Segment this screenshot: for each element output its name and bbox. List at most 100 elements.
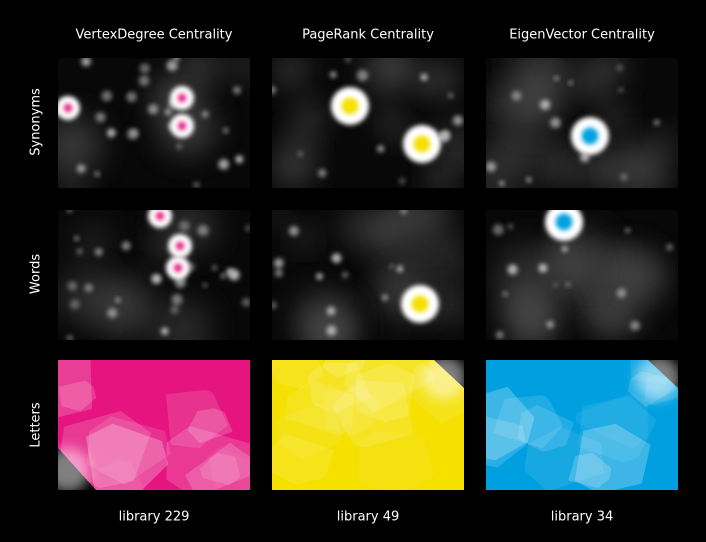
node-spot (147, 104, 159, 115)
haze (272, 146, 314, 188)
node-spot (160, 327, 169, 335)
node-spot (630, 320, 640, 331)
node-spot (69, 299, 80, 310)
node-spot (565, 282, 571, 287)
node-spot (618, 87, 624, 93)
node-spot (245, 225, 250, 232)
node-spot (526, 177, 532, 183)
node-spot (389, 264, 394, 269)
voronoi-cell (207, 446, 250, 490)
node-spot (616, 64, 624, 72)
voronoi-cell (166, 426, 250, 490)
node-spot (67, 210, 73, 213)
haze (230, 58, 250, 85)
edge-glow (636, 360, 678, 400)
row-label: Words (29, 254, 44, 294)
node-spot (316, 273, 323, 280)
node-spot (274, 268, 284, 278)
node-spot (341, 271, 349, 279)
voronoi-cell (71, 458, 146, 490)
row-label: Synonyms (29, 88, 44, 156)
haze (176, 58, 224, 90)
node-spot (616, 288, 627, 298)
node-spot (201, 110, 209, 118)
voronoi-cell (323, 386, 379, 436)
node-spot (288, 225, 299, 236)
node-spot (507, 264, 518, 275)
node-spot (138, 75, 150, 86)
hot-spot (411, 295, 429, 313)
voronoi-cell (187, 408, 233, 444)
voronoi-cell (524, 426, 604, 490)
haze (507, 75, 562, 131)
voronoi-cell (272, 433, 335, 486)
hot-spot (413, 135, 431, 153)
haze (400, 250, 425, 275)
node-spot (492, 224, 504, 236)
node-spot (620, 173, 628, 181)
haze (503, 58, 526, 77)
heatmap-panel (272, 58, 464, 188)
haze (281, 61, 302, 82)
node-spot (654, 119, 660, 126)
hot-spot (173, 263, 183, 273)
node-spot (330, 71, 337, 78)
node-spot (502, 291, 508, 297)
edge-glow (422, 360, 464, 400)
voronoi-cell (574, 423, 651, 490)
haze (58, 115, 103, 176)
node-spot (553, 282, 558, 288)
node-spot (326, 325, 337, 336)
column-title: VertexDegree Centrality (76, 28, 233, 43)
node-spot (223, 127, 229, 134)
voronoi-cell (87, 416, 171, 485)
haze (388, 210, 450, 245)
heatmap-panel (486, 210, 678, 340)
haze (582, 149, 625, 188)
node-spot (539, 99, 551, 110)
voronoi-cell (575, 392, 648, 449)
node-spot (235, 155, 244, 164)
voronoi-cell (355, 363, 416, 423)
node-spot (331, 253, 342, 264)
haze (58, 173, 87, 188)
node-spot (173, 58, 180, 62)
node-spot (568, 80, 573, 85)
hot-spot (555, 213, 573, 231)
node-spot (440, 130, 450, 140)
haze (292, 100, 326, 135)
heatmap-panel (486, 58, 678, 188)
haze (452, 145, 464, 167)
edge-glow (58, 448, 90, 490)
voronoi-cell (185, 442, 250, 490)
panel-bg (58, 360, 250, 490)
node-spot (344, 58, 352, 63)
voronoi-cell (517, 404, 574, 453)
node-spot (561, 245, 568, 253)
node-spot (211, 264, 218, 271)
voronoi-cell (85, 423, 169, 490)
node-spot (550, 117, 561, 129)
node-spot (396, 265, 404, 273)
haze (292, 288, 354, 340)
voronoi-cell (165, 389, 228, 449)
node-spot (101, 90, 113, 102)
node-spot (66, 335, 74, 340)
node-spot (356, 69, 369, 82)
node-spot (94, 248, 103, 256)
node-spot (81, 58, 91, 67)
node-spot (507, 223, 514, 230)
node-spot (220, 273, 226, 279)
node-spot (297, 151, 304, 157)
node-spot (151, 273, 162, 284)
node-spot (546, 320, 555, 329)
node-spot (398, 177, 406, 185)
hot-spot (63, 103, 73, 113)
haze (495, 241, 558, 304)
node-spot (84, 283, 94, 293)
haze (425, 166, 455, 188)
voronoi-cell (323, 360, 366, 378)
voronoi-cell (568, 453, 612, 488)
heatmap-panel (58, 58, 250, 188)
